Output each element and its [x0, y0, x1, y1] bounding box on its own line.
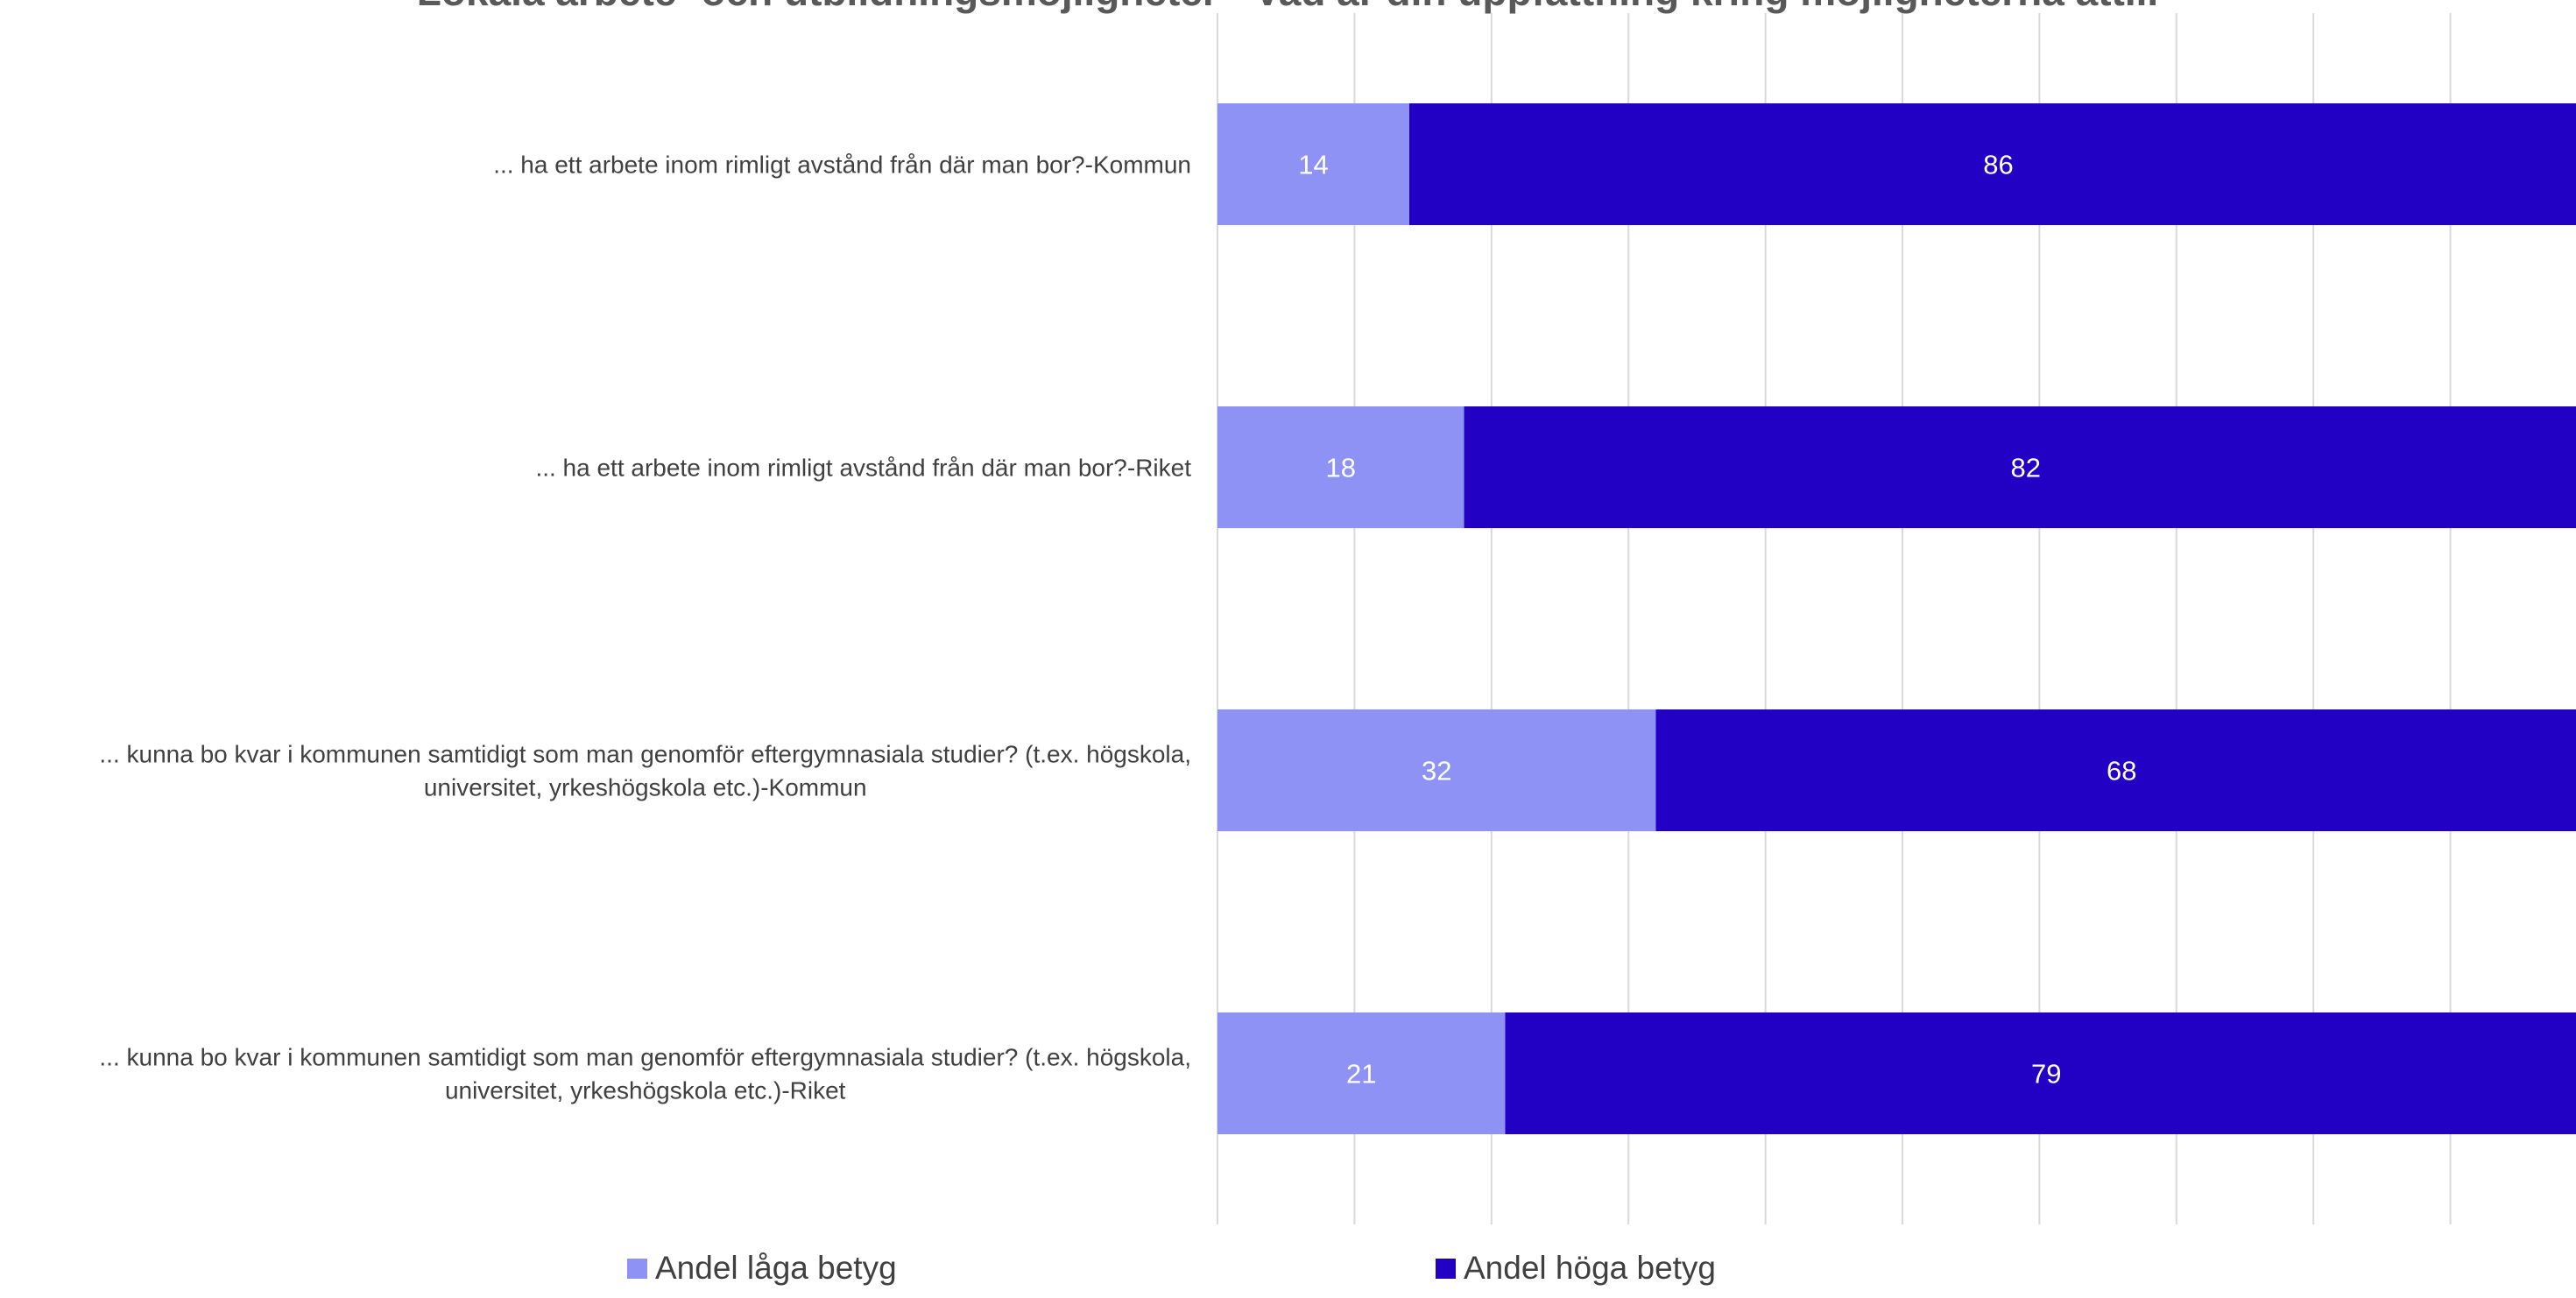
category-labels: ... ha ett arbete inom rimligt avstånd f…	[99, 152, 1191, 1104]
data-label: 21	[1346, 1059, 1376, 1090]
data-label: 18	[1326, 453, 1356, 483]
category-label-line: ... kunna bo kvar i kommunen samtidigt s…	[99, 741, 1191, 768]
category-label-line: universitet, yrkeshögskola etc.)-Kommun	[424, 774, 867, 801]
legend-item: Andel låga betyg	[627, 1250, 897, 1286]
chart-title-layer: Lokala arbete- och utbildningsmöjlighete…	[417, 0, 2158, 14]
bar-segment-high	[1505, 1012, 2576, 1134]
bar-segment-low	[1217, 709, 1656, 831]
data-label: 14	[1298, 150, 1328, 180]
chart-title: Lokala arbete- och utbildningsmöjlighete…	[417, 0, 2158, 14]
legend-swatch	[627, 1259, 647, 1279]
legend: Andel låga betyg Andel höga betyg	[627, 1250, 1716, 1286]
bar-segment-low	[1217, 406, 1464, 528]
category-label: ... kunna bo kvar i kommunen samtidigt s…	[99, 1044, 1191, 1104]
category-label-line: ... kunna bo kvar i kommunen samtidigt s…	[99, 1044, 1191, 1071]
data-label: 32	[1422, 756, 1451, 787]
legend-swatch	[1436, 1259, 1456, 1279]
bar-segment-low	[1217, 103, 1409, 225]
bar-segment-high	[1408, 103, 2576, 225]
category-label-line: ... ha ett arbete inom rimligt avstånd f…	[493, 152, 1191, 179]
data-label: 82	[2011, 453, 2041, 483]
category-label-line: ... ha ett arbete inom rimligt avstånd f…	[535, 455, 1191, 482]
category-label: ... ha ett arbete inom rimligt avstånd f…	[493, 152, 1191, 179]
bars: 14 86 18 82 32 68 21 79	[1217, 103, 2576, 1134]
bar-segment-high	[1655, 709, 2576, 831]
data-label: 68	[2107, 756, 2136, 787]
data-label: 86	[1983, 150, 2013, 180]
category-label: ... ha ett arbete inom rimligt avstånd f…	[535, 455, 1191, 482]
category-label-line: universitet, yrkeshögskola etc.)-Riket	[445, 1077, 846, 1104]
bar-segment-low	[1217, 1012, 1506, 1134]
legend-label: Andel låga betyg	[655, 1250, 897, 1286]
bar-segment-high	[1464, 406, 2576, 528]
legend-label: Andel höga betyg	[1464, 1250, 1716, 1286]
data-label: 79	[2031, 1059, 2061, 1090]
category-label: ... kunna bo kvar i kommunen samtidigt s…	[99, 741, 1191, 801]
legend-item: Andel höga betyg	[1436, 1250, 1716, 1286]
